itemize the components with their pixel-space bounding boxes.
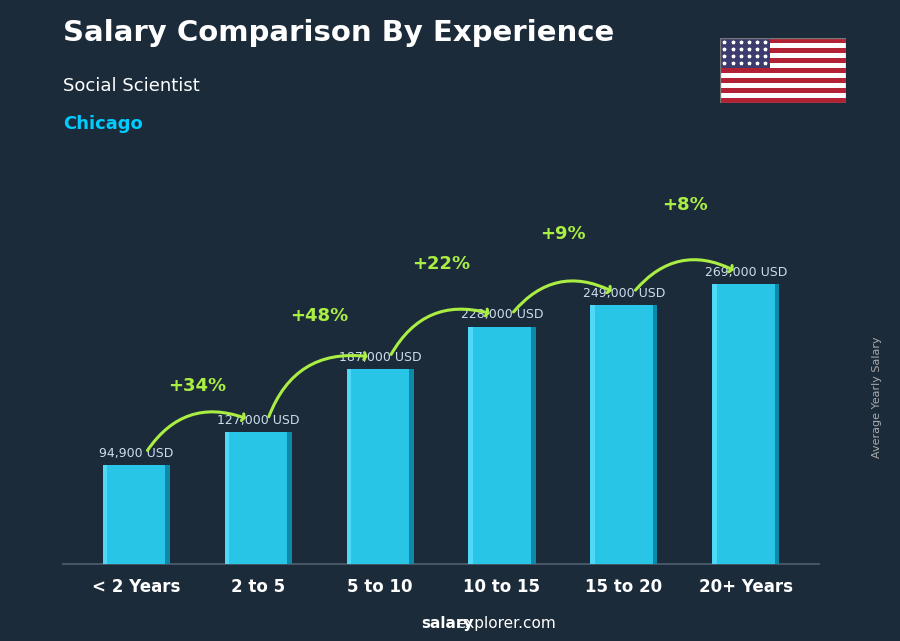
Text: +34%: +34%	[168, 378, 226, 395]
Bar	[720, 83, 846, 88]
Bar	[225, 432, 230, 564]
Bar	[346, 369, 351, 564]
Bar	[720, 44, 846, 48]
Text: 94,900 USD: 94,900 USD	[99, 447, 174, 460]
Text: +8%: +8%	[662, 196, 707, 214]
Bar	[720, 93, 846, 97]
Text: +48%: +48%	[290, 306, 348, 324]
Bar	[712, 284, 717, 564]
Bar	[712, 284, 779, 564]
Text: 249,000 USD: 249,000 USD	[582, 287, 665, 299]
Text: Salary Comparison By Experience: Salary Comparison By Experience	[63, 19, 614, 47]
Bar	[720, 78, 846, 83]
Bar	[720, 48, 846, 53]
Text: Average Yearly Salary: Average Yearly Salary	[872, 337, 883, 458]
Bar	[346, 369, 414, 564]
Bar	[720, 63, 846, 68]
Bar	[720, 68, 846, 73]
Bar	[287, 432, 292, 564]
Bar	[590, 304, 657, 564]
Bar	[720, 53, 846, 58]
Text: Social Scientist: Social Scientist	[63, 77, 200, 95]
Bar	[468, 326, 473, 564]
Bar	[720, 38, 846, 44]
Bar	[531, 326, 536, 564]
Bar	[720, 58, 846, 63]
Bar	[720, 73, 846, 78]
Bar	[225, 432, 292, 564]
Text: +22%: +22%	[412, 256, 470, 274]
Text: Chicago: Chicago	[63, 115, 143, 133]
Text: salary: salary	[421, 617, 473, 631]
Bar	[103, 465, 107, 564]
Bar	[103, 465, 170, 564]
Bar	[720, 88, 846, 93]
Text: +9%: +9%	[540, 225, 586, 243]
Text: 127,000 USD: 127,000 USD	[217, 413, 300, 427]
Bar	[165, 465, 170, 564]
Text: 228,000 USD: 228,000 USD	[461, 308, 544, 321]
Text: 187,000 USD: 187,000 USD	[338, 351, 421, 364]
Text: 269,000 USD: 269,000 USD	[705, 265, 787, 279]
Text: explorer.com: explorer.com	[456, 617, 556, 631]
Bar	[409, 369, 414, 564]
Bar	[720, 97, 846, 103]
Bar	[590, 304, 595, 564]
Bar	[775, 284, 779, 564]
Bar	[468, 326, 536, 564]
Bar	[720, 38, 770, 68]
Bar	[652, 304, 657, 564]
